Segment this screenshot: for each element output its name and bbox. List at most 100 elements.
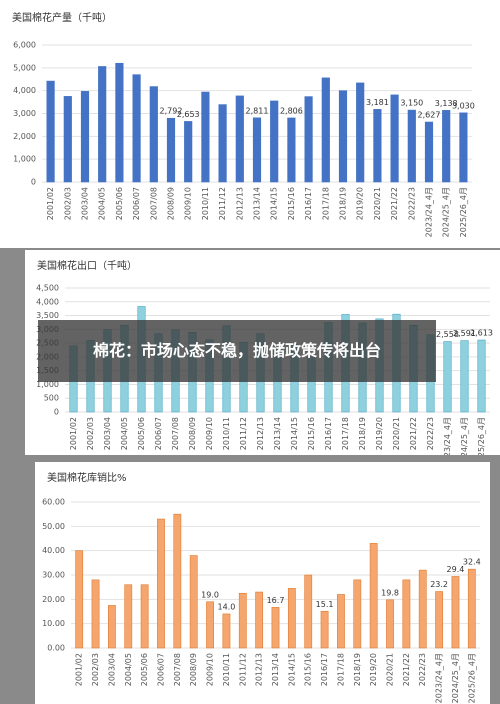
x-tick-label: 2012/13 bbox=[256, 417, 265, 450]
x-tick-label: 2022/23 bbox=[418, 653, 427, 686]
y-tick-label: 1,000 bbox=[13, 155, 36, 164]
bar bbox=[149, 86, 158, 183]
chart: 美国棉花库销比% 0.00 10.00 20.00 30.00 40.00 50.00 60.… bbox=[35, 462, 490, 704]
value-label: 14.0 bbox=[218, 602, 236, 611]
x-tick-label: 2015/16 bbox=[307, 417, 316, 450]
x-tick-label: 2019/20 bbox=[369, 653, 378, 686]
x-tick-label: 2018/19 bbox=[353, 653, 362, 686]
chart: 美国棉花产量（千吨） 0 1,000 2,000 3,000 4,000 5,000 6,00… bbox=[0, 0, 500, 248]
y-tick-label: 2,000 bbox=[13, 132, 36, 141]
x-tick-label: 2009/10 bbox=[205, 417, 214, 450]
value-label: 2,811 bbox=[246, 106, 269, 115]
bar bbox=[442, 110, 451, 183]
y-tick-label: 3,000 bbox=[13, 109, 36, 118]
chart-title: 美国棉花出口（千吨） bbox=[37, 259, 137, 272]
x-tick-label: 2014/15 bbox=[287, 653, 296, 686]
x-tick-label: 2006/07 bbox=[156, 653, 165, 686]
x-tick-label: 2005/06 bbox=[137, 417, 146, 450]
bar bbox=[460, 340, 469, 413]
y-tick-label: 20.00 bbox=[42, 595, 65, 604]
headline: 棉花：市场心态不稳，抛储政策传将出台 bbox=[38, 320, 436, 382]
x-tick-label: 2004/05 bbox=[98, 187, 107, 220]
x-tick-label: 2016/17 bbox=[320, 653, 329, 686]
x-tick-label: 2014/15 bbox=[270, 187, 279, 220]
bar bbox=[115, 62, 124, 183]
x-tick-label: 2001/02 bbox=[69, 417, 78, 450]
value-label: 2,613 bbox=[470, 328, 493, 337]
x-tick-label: 2013/14 bbox=[253, 187, 262, 220]
x-tick-label: 2004/05 bbox=[124, 653, 133, 686]
x-tick-label: 2025/26_4月 bbox=[467, 653, 476, 703]
bar bbox=[287, 117, 296, 183]
chart-title: 美国棉花库销比% bbox=[47, 471, 127, 484]
x-tick-label: 2017/18 bbox=[341, 417, 350, 450]
value-label: 2,558 bbox=[436, 330, 459, 339]
bar bbox=[140, 584, 149, 649]
x-tick-label: 2003/04 bbox=[107, 653, 116, 686]
bar bbox=[124, 584, 133, 649]
x-tick-label: 2007/08 bbox=[173, 653, 182, 686]
x-tick-label: 2012/13 bbox=[235, 187, 244, 220]
x-tick-label: 2011/12 bbox=[218, 187, 227, 220]
x-tick-label: 2007/08 bbox=[149, 187, 158, 220]
y-tick-label: 4,000 bbox=[13, 86, 36, 95]
y-tick-label: 0.00 bbox=[47, 644, 65, 653]
bar bbox=[166, 117, 176, 183]
bar bbox=[173, 513, 182, 649]
value-label: 29.4 bbox=[447, 565, 465, 574]
bar bbox=[459, 112, 468, 183]
x-tick-label: 2019/20 bbox=[356, 187, 365, 220]
x-tick-label: 2017/18 bbox=[321, 187, 330, 220]
y-tick-label: 500 bbox=[44, 394, 59, 403]
x-tick-label: 2024/25_4月 bbox=[442, 187, 451, 237]
bar bbox=[356, 82, 365, 183]
value-label: 19.0 bbox=[201, 590, 219, 599]
value-label: 3,138 bbox=[435, 99, 458, 108]
x-tick-label: 2018/19 bbox=[358, 417, 367, 450]
x-tick-label: 2006/07 bbox=[132, 187, 141, 220]
x-tick-label: 2024/25_4月 bbox=[460, 417, 469, 455]
x-tick-label: 2025/26_4月 bbox=[459, 187, 468, 237]
y-tick-label: 10.00 bbox=[42, 619, 65, 628]
x-tick-label: 2020/21 bbox=[373, 187, 382, 220]
value-label: 2,792 bbox=[160, 107, 183, 116]
bar bbox=[407, 109, 416, 183]
x-tick-label: 2020/21 bbox=[386, 653, 395, 686]
bar bbox=[252, 117, 262, 183]
x-tick-label: 2009/10 bbox=[206, 653, 215, 686]
bar bbox=[255, 591, 264, 649]
bar bbox=[338, 90, 348, 183]
x-tick-label: 2001/02 bbox=[46, 187, 55, 220]
bar bbox=[201, 91, 210, 183]
bar bbox=[98, 66, 107, 183]
bar bbox=[390, 94, 399, 183]
x-tick-label: 2016/17 bbox=[304, 187, 313, 220]
x-tick-label: 2010/11 bbox=[222, 653, 231, 686]
bar bbox=[369, 543, 378, 649]
x-tick-label: 2003/04 bbox=[103, 417, 112, 450]
x-tick-label: 2021/22 bbox=[402, 653, 411, 686]
value-label: 16.7 bbox=[267, 596, 285, 605]
x-tick-label: 2013/14 bbox=[271, 653, 280, 686]
x-tick-label: 2025/26_4月 bbox=[477, 417, 486, 455]
bar bbox=[321, 77, 330, 183]
bar bbox=[157, 518, 165, 649]
x-tick-label: 2002/03 bbox=[86, 417, 95, 450]
bar bbox=[304, 574, 313, 649]
x-tick-label: 2002/03 bbox=[63, 187, 72, 220]
value-label: 2,653 bbox=[177, 110, 200, 119]
bar bbox=[443, 341, 452, 413]
x-tick-label: 2018/19 bbox=[339, 187, 348, 220]
x-tick-label: 2009/10 bbox=[184, 187, 193, 220]
x-tick-label: 2022/23 bbox=[426, 417, 435, 450]
bar bbox=[238, 592, 247, 649]
bar bbox=[304, 96, 313, 183]
y-tick-label: 0 bbox=[31, 178, 36, 187]
x-tick-label: 2010/11 bbox=[201, 187, 210, 220]
y-tick-label: 1,000 bbox=[36, 380, 59, 389]
bar bbox=[271, 607, 280, 649]
bar bbox=[320, 610, 329, 649]
bar bbox=[451, 576, 460, 649]
value-label: 19.8 bbox=[381, 588, 399, 597]
